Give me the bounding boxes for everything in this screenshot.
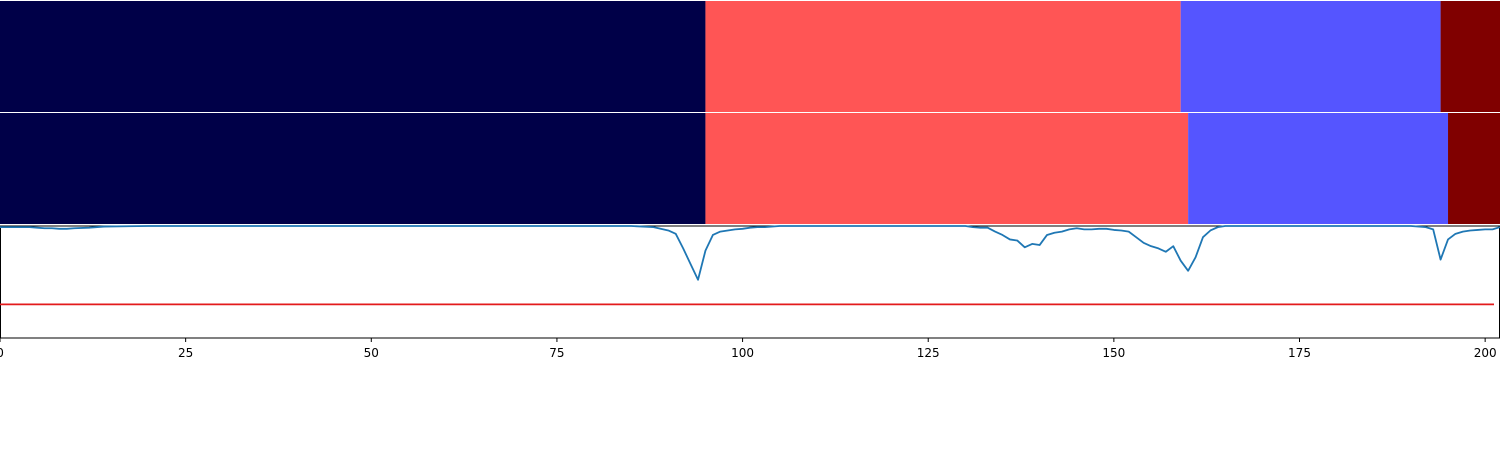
plot-frame (0, 225, 1500, 339)
segment-1-3 (1180, 1, 1441, 112)
x-tick-label-100: 100 (731, 346, 754, 360)
segment-rows (0, 1, 1500, 224)
x-tick-label-200: 200 (1474, 346, 1497, 360)
x-tick-label-75: 75 (549, 346, 564, 360)
x-tick-label-50: 50 (364, 346, 379, 360)
confidence-plot (0, 225, 1500, 339)
segment-1-4 (1440, 1, 1500, 112)
x-tick-label-0: 0 (0, 346, 4, 360)
x-axis: 0 25 50 75 100 125 150 175 200 (0, 338, 1497, 360)
segment-row-2 (0, 113, 1500, 224)
segment-2-2 (705, 113, 1189, 224)
confidence-curve (0, 225, 1500, 281)
segment-2-4 (1448, 113, 1500, 224)
segment-2-1 (0, 113, 706, 224)
segment-1-1 (0, 1, 706, 112)
segment-row-1 (0, 1, 1500, 112)
x-tick-label-150: 150 (1102, 346, 1125, 360)
x-tick-label-175: 175 (1288, 346, 1311, 360)
segment-2-3 (1188, 113, 1449, 224)
x-tick-label-25: 25 (178, 346, 193, 360)
x-tick-label-125: 125 (917, 346, 940, 360)
segment-1-2 (705, 1, 1181, 112)
